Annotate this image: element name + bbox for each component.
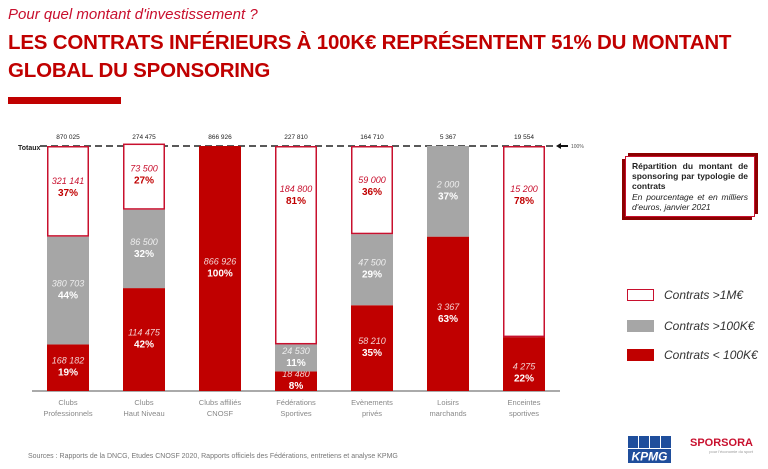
- slide-subtitle: Pour quel montant d'investissement ?: [8, 6, 258, 23]
- bar-total-label: 870 025: [56, 134, 80, 141]
- segment-percent-label: 37%: [438, 191, 458, 202]
- segment-percent-label: 19%: [58, 368, 78, 379]
- bar-segment: [123, 143, 165, 210]
- segment-percent-label: 78%: [514, 196, 534, 207]
- segment-value-label: 86 500: [130, 237, 158, 247]
- bar-segment: [427, 146, 469, 237]
- category-label: privés: [362, 409, 382, 418]
- legend-label: Contrats >1M€: [664, 288, 744, 302]
- category-label: marchands: [429, 409, 466, 418]
- segment-value-label: 4 275: [513, 361, 537, 371]
- bar-segment: [275, 371, 317, 391]
- sporsora-logo: SPORSORA pour l'économie du sport: [690, 437, 753, 454]
- title-underline: [8, 97, 121, 104]
- note-subtitle: En pourcentage et en milliers d'euros, j…: [632, 192, 748, 212]
- segment-percent-label: 22%: [514, 373, 534, 384]
- reference-label: 100%: [571, 144, 584, 150]
- totals-label: Totaux: [18, 145, 41, 152]
- segment-value-label: 58 210: [358, 336, 386, 346]
- legend-swatch: [627, 349, 654, 361]
- segment-value-label: 168 182: [52, 356, 85, 366]
- bar-segment: [427, 236, 469, 391]
- category-label: Clubs: [134, 398, 153, 407]
- bar-segment: [275, 146, 317, 345]
- bar-total-label: 5 367: [440, 134, 457, 141]
- legend-item-over-100k: Contrats >100K€: [627, 319, 754, 333]
- legend-label: Contrats < 100K€: [664, 348, 758, 362]
- bar-total-label: 164 710: [360, 134, 384, 141]
- segment-value-label: 184 800: [280, 184, 313, 194]
- legend-swatch: [627, 320, 654, 332]
- kpmg-logo: KPMG: [628, 436, 671, 464]
- bar-segment: [47, 236, 89, 345]
- bar-total-label: 274 475: [132, 134, 156, 141]
- bar-segment: [47, 344, 89, 391]
- bar-segment: [47, 146, 89, 237]
- segment-percent-label: 44%: [58, 291, 78, 302]
- segment-value-label: 3 367: [437, 302, 461, 312]
- category-label: CNOSF: [207, 409, 234, 418]
- bar-segment: [503, 337, 545, 391]
- category-label: Sportives: [280, 409, 312, 418]
- category-label: Fédérations: [276, 398, 316, 407]
- legend-item-under-100k: Contrats < 100K€: [627, 348, 758, 362]
- segment-value-label: 47 500: [358, 258, 386, 268]
- bar-total-label: 227 810: [284, 134, 308, 141]
- legend-item-over-1m: Contrats >1M€: [627, 288, 743, 302]
- segment-value-label: 18 480: [282, 369, 310, 379]
- category-label: sportives: [509, 409, 539, 418]
- segment-value-label: 2 000: [436, 179, 460, 189]
- segment-percent-label: 11%: [286, 358, 306, 369]
- legend-swatch: [627, 289, 654, 301]
- bar-segment: [123, 288, 165, 391]
- segment-percent-label: 36%: [362, 187, 382, 198]
- segment-value-label: 380 703: [52, 279, 85, 289]
- legend-label: Contrats >100K€: [664, 319, 755, 333]
- segment-value-label: 866 926: [204, 257, 237, 267]
- bar-segment: [123, 209, 165, 289]
- svg-text:KPMG: KPMG: [632, 450, 668, 464]
- segment-percent-label: 29%: [362, 270, 382, 281]
- category-label: Loisirs: [437, 398, 459, 407]
- segment-value-label: 59 000: [358, 175, 386, 185]
- segment-percent-label: 8%: [289, 381, 304, 392]
- bar-segment: [503, 146, 545, 338]
- segment-percent-label: 42%: [134, 340, 154, 351]
- bar-segment: [351, 234, 393, 306]
- segment-value-label: 114 475: [128, 328, 161, 338]
- bar-total-label: 866 926: [208, 134, 232, 141]
- slide-title: LES CONTRATS INFÉRIEURS À 100K€ REPRÉSEN…: [8, 31, 732, 82]
- sources-text: Sources : Rapports de la DNCG, Etudes CN…: [28, 453, 398, 460]
- category-label: Clubs affiliés: [199, 398, 242, 407]
- segment-percent-label: 100%: [207, 269, 233, 280]
- segment-percent-label: 35%: [362, 348, 382, 359]
- segment-percent-label: 32%: [134, 249, 154, 260]
- segment-percent-label: 27%: [134, 175, 154, 186]
- category-label: Clubs: [58, 398, 77, 407]
- segment-percent-label: 63%: [438, 314, 458, 325]
- segment-value-label: 15 200: [510, 184, 538, 194]
- category-label: Evènements: [351, 398, 393, 407]
- segment-value-label: 24 530: [281, 346, 310, 356]
- arrow-left-icon: [556, 143, 568, 149]
- category-label: Professionnels: [43, 409, 92, 418]
- segment-value-label: 321 141: [52, 176, 85, 186]
- note-title: Répartition du montant de sponsoring par…: [632, 161, 748, 191]
- bar-segment: [351, 146, 393, 235]
- bar-segment: [275, 344, 317, 372]
- segment-value-label: 73 500: [130, 163, 158, 173]
- category-label: Haut Niveau: [123, 409, 164, 418]
- bar-segment: [351, 305, 393, 391]
- segment-percent-label: 37%: [58, 188, 78, 199]
- chart-description-box: Répartition du montant de sponsoring par…: [625, 156, 755, 217]
- category-label: Enceintes: [508, 398, 541, 407]
- bar-total-label: 19 554: [514, 134, 534, 141]
- bar-segment: [199, 146, 241, 391]
- segment-percent-label: 81%: [286, 196, 306, 207]
